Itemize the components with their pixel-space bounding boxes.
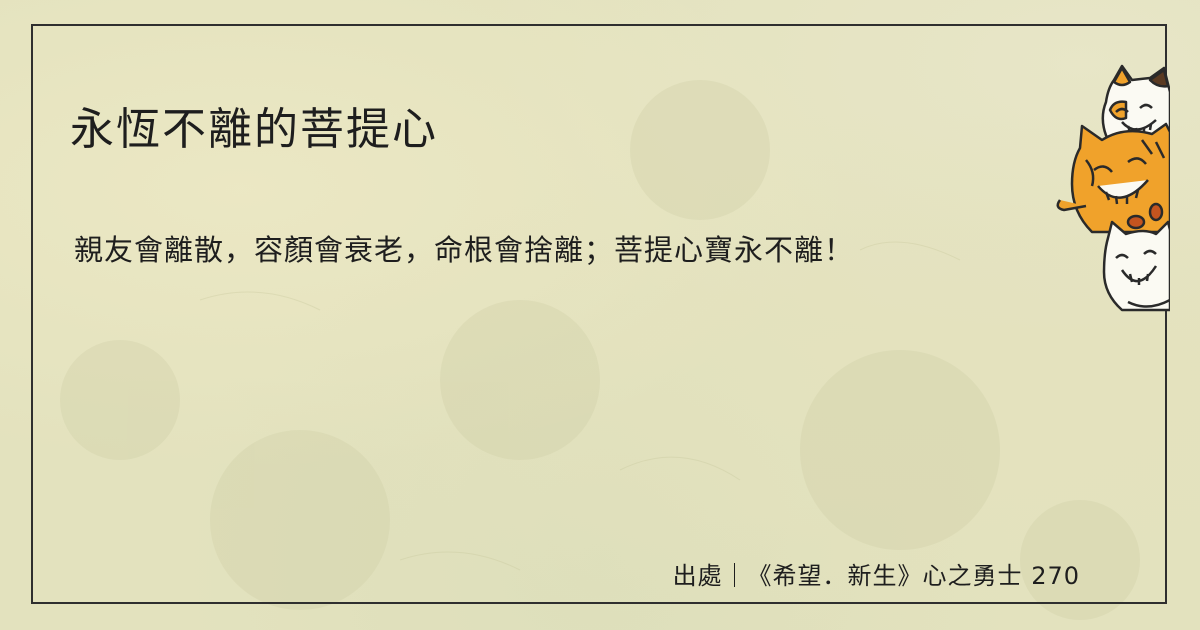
page-title: 永恆不離的菩提心 <box>70 104 438 155</box>
quote-text: 親友會離散，容顏會衰老，命根會捨離；菩提心寶永不離！ <box>74 233 855 267</box>
peeking-cats-icon <box>1056 64 1170 312</box>
white-cat-icon <box>1102 220 1170 312</box>
orange-cat-icon <box>1056 122 1170 234</box>
card-border <box>31 24 1167 604</box>
calico-cat-icon <box>1101 64 1170 146</box>
source-citation: 出處｜《希望．新生》心之勇士 270 <box>672 562 1080 590</box>
